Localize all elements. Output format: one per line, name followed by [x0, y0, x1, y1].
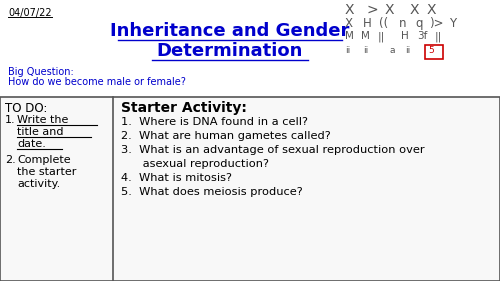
Text: H: H [363, 17, 372, 30]
Text: X: X [385, 3, 394, 17]
Text: >: > [367, 3, 378, 17]
Text: ii: ii [345, 46, 350, 55]
Text: a: a [389, 46, 394, 55]
Text: 2.: 2. [5, 155, 16, 165]
Text: title and: title and [17, 127, 64, 137]
Text: H: H [401, 31, 409, 41]
Text: ||: || [378, 31, 385, 42]
Text: X: X [345, 17, 353, 30]
Text: How do we become male or female?: How do we become male or female? [8, 77, 186, 87]
Text: Y: Y [449, 17, 456, 30]
Text: Starter Activity:: Starter Activity: [121, 101, 247, 115]
Text: ||: || [435, 31, 442, 42]
Text: asexual reproduction?: asexual reproduction? [121, 159, 269, 169]
Text: )>: )> [429, 17, 444, 30]
Text: X: X [427, 3, 436, 17]
Text: 1.: 1. [5, 115, 15, 125]
Text: 2.  What are human gametes called?: 2. What are human gametes called? [121, 131, 331, 141]
Text: 5: 5 [428, 46, 434, 55]
Text: 3f: 3f [417, 31, 428, 41]
Text: ii: ii [405, 46, 410, 55]
Text: n: n [399, 17, 406, 30]
Text: 3.  What is an advantage of sexual reproduction over: 3. What is an advantage of sexual reprod… [121, 145, 424, 155]
Text: q: q [415, 17, 422, 30]
Text: X: X [345, 3, 354, 17]
Text: M: M [345, 31, 354, 41]
Text: Inheritance and Gender: Inheritance and Gender [110, 22, 350, 40]
Text: Big Question:: Big Question: [8, 67, 74, 77]
Text: the starter: the starter [17, 167, 76, 177]
Text: activity.: activity. [17, 179, 60, 189]
Text: Complete: Complete [17, 155, 70, 165]
Text: 5.  What does meiosis produce?: 5. What does meiosis produce? [121, 187, 303, 197]
Bar [0, 97, 500, 281]
Text: 4.  What is mitosis?: 4. What is mitosis? [121, 173, 232, 183]
Text: M: M [361, 31, 370, 41]
Text: Determination: Determination [157, 42, 303, 60]
Text: ii: ii [363, 46, 368, 55]
Text: 04/07/22: 04/07/22 [8, 8, 52, 18]
Text: X: X [410, 3, 420, 17]
Text: ((: (( [379, 17, 388, 30]
Text: date.: date. [17, 139, 46, 149]
Text: 1.  Where is DNA found in a cell?: 1. Where is DNA found in a cell? [121, 117, 308, 127]
Bar [425, 45, 443, 59]
Text: Write the: Write the [17, 115, 68, 125]
Text: TO DO:: TO DO: [5, 102, 48, 115]
